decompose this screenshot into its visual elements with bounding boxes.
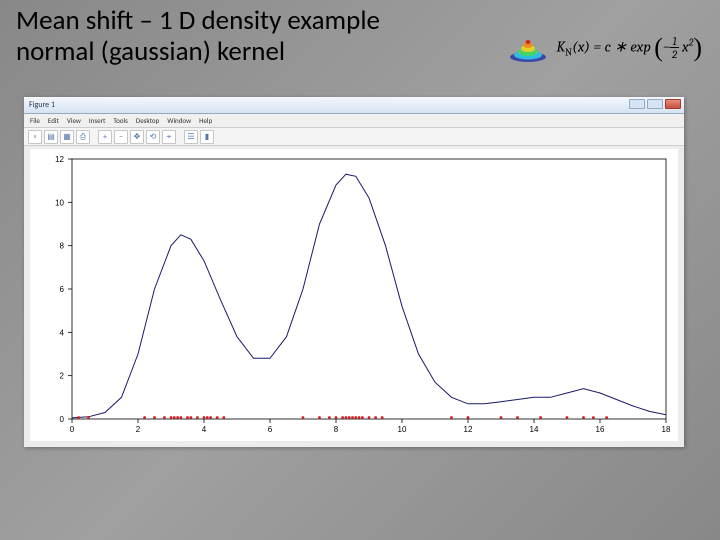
minimize-button[interactable]: [629, 99, 645, 109]
xtick-label: 0: [70, 425, 75, 434]
zoom-out-icon[interactable]: −: [114, 130, 128, 144]
data-point: [328, 416, 331, 419]
lparen-icon: (: [654, 33, 663, 62]
xtick-label: 16: [596, 425, 605, 434]
window-title: Figure 1: [29, 100, 55, 110]
data-point: [189, 416, 192, 419]
data-point: [222, 416, 225, 419]
data-point: [206, 416, 209, 419]
menu-edit[interactable]: Edit: [48, 116, 59, 125]
datacursor-icon[interactable]: ⌖: [162, 130, 176, 144]
formula-eq: = c ∗ exp: [590, 38, 651, 56]
data-point: [361, 416, 364, 419]
formula-lhs: K: [556, 38, 565, 56]
window-titlebar[interactable]: Figure 1: [24, 97, 684, 114]
data-point: [216, 416, 219, 419]
formula-arg: (x): [572, 38, 590, 56]
ytick-label: 6: [60, 285, 65, 294]
xtick-label: 2: [136, 425, 141, 434]
menu-file[interactable]: File: [30, 116, 40, 125]
data-point: [381, 416, 384, 419]
data-point: [592, 416, 595, 419]
xtick-label: 14: [530, 425, 539, 434]
data-point: [566, 416, 569, 419]
data-point: [450, 416, 453, 419]
title-line-1: Mean shift – 1 D density example: [16, 5, 706, 36]
data-point: [180, 416, 183, 419]
data-point: [153, 416, 156, 419]
legend-icon[interactable]: ☰: [184, 130, 198, 144]
data-point: [173, 416, 176, 419]
save-icon[interactable]: ▦: [60, 130, 74, 144]
density-curve: [72, 174, 666, 418]
menu-desktop[interactable]: Desktop: [136, 116, 159, 125]
zoom-in-icon[interactable]: +: [98, 130, 112, 144]
ytick-label: 8: [60, 242, 65, 251]
data-point: [605, 416, 608, 419]
data-point: [500, 416, 503, 419]
ytick-label: 12: [55, 155, 64, 164]
rparen-icon: ): [693, 33, 702, 62]
data-point: [516, 416, 519, 419]
xtick-label: 18: [662, 425, 671, 434]
close-button[interactable]: [665, 99, 681, 109]
menu-window[interactable]: Window: [167, 116, 191, 125]
xtick-label: 12: [464, 425, 473, 434]
new-icon[interactable]: ▫: [28, 130, 42, 144]
data-point: [358, 416, 361, 419]
data-point: [354, 416, 357, 419]
data-point: [345, 416, 348, 419]
maximize-button[interactable]: [647, 99, 663, 109]
pan-icon[interactable]: ✥: [130, 130, 144, 144]
ytick-label: 4: [60, 328, 65, 337]
data-point: [203, 416, 206, 419]
density-chart: 0 2 4 6 8 10 12 0 2 4 6 8 10 12 14 16 18: [30, 149, 678, 441]
formula-block: KN(x) = c ∗ exp (−12 x2): [506, 33, 702, 63]
formula-fraction: 12: [670, 36, 678, 60]
data-point: [318, 416, 321, 419]
gaussian-3d-icon: [506, 33, 550, 63]
data-point: [302, 416, 305, 419]
data-point: [539, 416, 542, 419]
data-point: [348, 416, 351, 419]
data-point: [209, 416, 212, 419]
data-point: [196, 416, 199, 419]
plot-area: 0 2 4 6 8 10 12 0 2 4 6 8 10 12 14 16 18: [30, 149, 678, 441]
data-point: [374, 416, 377, 419]
ytick-label: 10: [55, 198, 64, 207]
data-point: [143, 416, 146, 419]
formula-text: KN(x) = c ∗ exp (−12 x2): [556, 33, 702, 63]
data-point: [163, 416, 166, 419]
print-icon[interactable]: ⎙: [76, 130, 90, 144]
colorbar-icon[interactable]: ▮: [200, 130, 214, 144]
ytick-label: 2: [60, 372, 65, 381]
toolbar: ▫▤▦⎙ +−✥⟲⌖ ☰▮: [24, 128, 684, 146]
menu-help[interactable]: Help: [199, 116, 212, 125]
xtick-label: 10: [398, 425, 407, 434]
data-point: [176, 416, 179, 419]
data-point: [467, 416, 470, 419]
xtick-label: 4: [202, 425, 207, 434]
xtick-label: 8: [334, 425, 339, 434]
data-point: [170, 416, 173, 419]
menu-insert[interactable]: Insert: [89, 116, 105, 125]
open-icon[interactable]: ▤: [44, 130, 58, 144]
ytick-label: 0: [60, 415, 65, 424]
data-point: [341, 416, 344, 419]
xtick-label: 6: [268, 425, 273, 434]
data-point: [77, 416, 80, 419]
data-point: [368, 416, 371, 419]
data-point: [335, 416, 338, 419]
menu-view[interactable]: View: [67, 116, 81, 125]
data-point: [582, 416, 585, 419]
formula-x: x: [682, 38, 689, 56]
formula-minus: −: [663, 38, 671, 56]
rotate-icon[interactable]: ⟲: [146, 130, 160, 144]
data-point: [186, 416, 189, 419]
menu-tools[interactable]: Tools: [113, 116, 128, 125]
data-point: [87, 416, 90, 419]
data-point: [351, 416, 354, 419]
menubar: File Edit View Insert Tools Desktop Window Help: [24, 114, 684, 128]
matlab-figure-window: Figure 1 File Edit View Insert Tools Desktop W…: [24, 97, 684, 447]
